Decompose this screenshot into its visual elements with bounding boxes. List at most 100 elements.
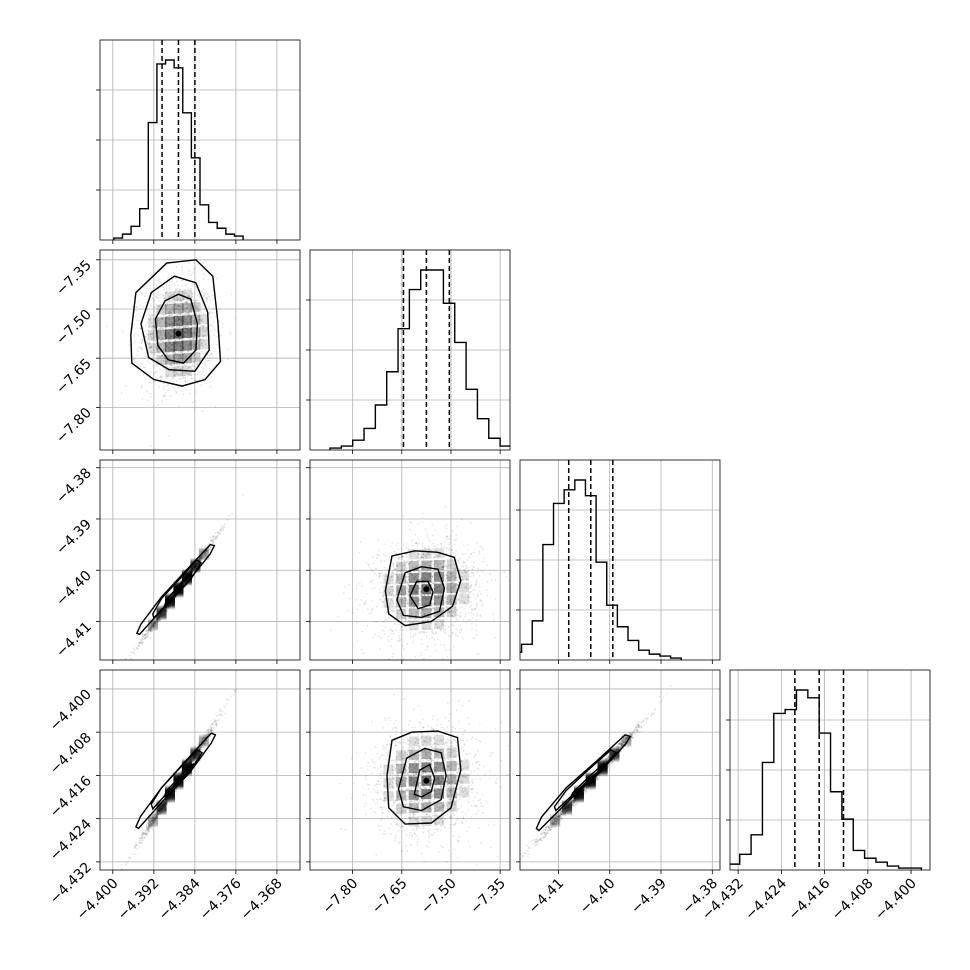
scatter-point [399, 565, 402, 567]
scatter-point [194, 323, 197, 326]
scatter-point [147, 628, 150, 630]
scatter-point [402, 608, 404, 610]
scatter-point [463, 569, 466, 571]
scatter-point [410, 555, 412, 557]
scatter-point [150, 445, 152, 448]
scatter-point [169, 303, 172, 306]
scatter-point [201, 410, 204, 412]
scatter-point [411, 595, 414, 598]
scatter-point [166, 605, 169, 608]
scatter-point [170, 362, 173, 365]
scatter-point [432, 603, 435, 606]
scatter-point [370, 608, 373, 611]
scatter-point [141, 398, 144, 400]
scatter-point [168, 349, 171, 351]
scatter-point [422, 627, 425, 630]
scatter-point [175, 342, 177, 345]
scatter-point [199, 318, 201, 321]
scatter-point [202, 304, 204, 307]
scatter-point [178, 318, 180, 321]
scatter-point [452, 586, 455, 589]
scatter-point [395, 544, 398, 547]
scatter-point [184, 307, 186, 310]
scatter-point [166, 605, 169, 608]
scatter-point [202, 312, 205, 315]
scatter-point [200, 344, 203, 346]
scatter-point [153, 327, 156, 329]
scatter-point [188, 570, 191, 573]
scatter-point [167, 315, 170, 317]
scatter-point [181, 291, 184, 293]
scatter-point [192, 570, 195, 573]
scatter-point [451, 592, 454, 595]
scatter-point [158, 615, 161, 618]
scatter-point [133, 649, 136, 652]
scatter-point [170, 335, 173, 338]
scatter-point [189, 357, 192, 360]
scatter-point [182, 353, 185, 356]
scatter-point [192, 329, 195, 332]
scatter-point [399, 628, 402, 631]
scatter-point [199, 352, 202, 355]
scatter-point [183, 321, 186, 324]
scatter-point [434, 631, 437, 634]
scatter-point [211, 311, 214, 314]
scatter-point [406, 561, 408, 564]
scatter-point [418, 598, 421, 601]
scatter-point [416, 579, 419, 581]
scatter-point [149, 392, 152, 395]
scatter-point [438, 585, 441, 588]
scatter-point [156, 618, 158, 621]
scatter-point [188, 362, 191, 364]
scatter-point [187, 336, 189, 339]
scatter-point [194, 566, 197, 569]
scatter-point [150, 622, 153, 625]
scatter-point [163, 295, 166, 298]
scatter-point [392, 588, 395, 591]
scatter-point [402, 658, 405, 660]
scatter-point [149, 341, 152, 344]
scatter-point [432, 582, 435, 585]
scatter-point [156, 617, 158, 620]
scatter-point [385, 619, 388, 622]
scatter-point [456, 559, 459, 562]
scatter-point [175, 372, 178, 375]
scatter-point [198, 314, 201, 317]
scatter-point [156, 619, 159, 622]
scatter-point [388, 577, 390, 580]
scatter-point [475, 653, 478, 656]
scatter-point [123, 664, 125, 666]
scatter-point [159, 343, 162, 346]
scatter-point [189, 334, 192, 337]
scatter-point [476, 592, 479, 595]
scatter-point [180, 319, 182, 322]
scatter-point [423, 594, 426, 597]
scatter-point [155, 618, 158, 621]
scatter-point [160, 328, 162, 331]
scatter-point [182, 340, 185, 343]
scatter-point [161, 611, 164, 614]
scatter-point [182, 577, 185, 580]
scatter-point [187, 326, 190, 329]
scatter-point [179, 356, 182, 359]
scatter-point [407, 572, 410, 575]
scatter-point [453, 590, 455, 592]
density-cell [165, 329, 175, 340]
scatter-point [149, 623, 152, 626]
scatter-point [430, 608, 433, 610]
scatter-point [393, 618, 396, 621]
scatter-point [164, 333, 167, 336]
scatter-point [188, 569, 191, 572]
scatter-point [171, 331, 174, 333]
scatter-point [435, 572, 438, 575]
scatter-point [467, 578, 470, 581]
scatter-point [410, 603, 413, 605]
scatter-point [469, 552, 472, 555]
scatter-point [381, 574, 384, 577]
scatter-point [422, 607, 424, 610]
scatter-point [181, 353, 183, 356]
scatter-point [182, 346, 185, 349]
scatter-point [157, 618, 160, 621]
scatter-point [428, 575, 430, 577]
scatter-point [439, 569, 442, 572]
